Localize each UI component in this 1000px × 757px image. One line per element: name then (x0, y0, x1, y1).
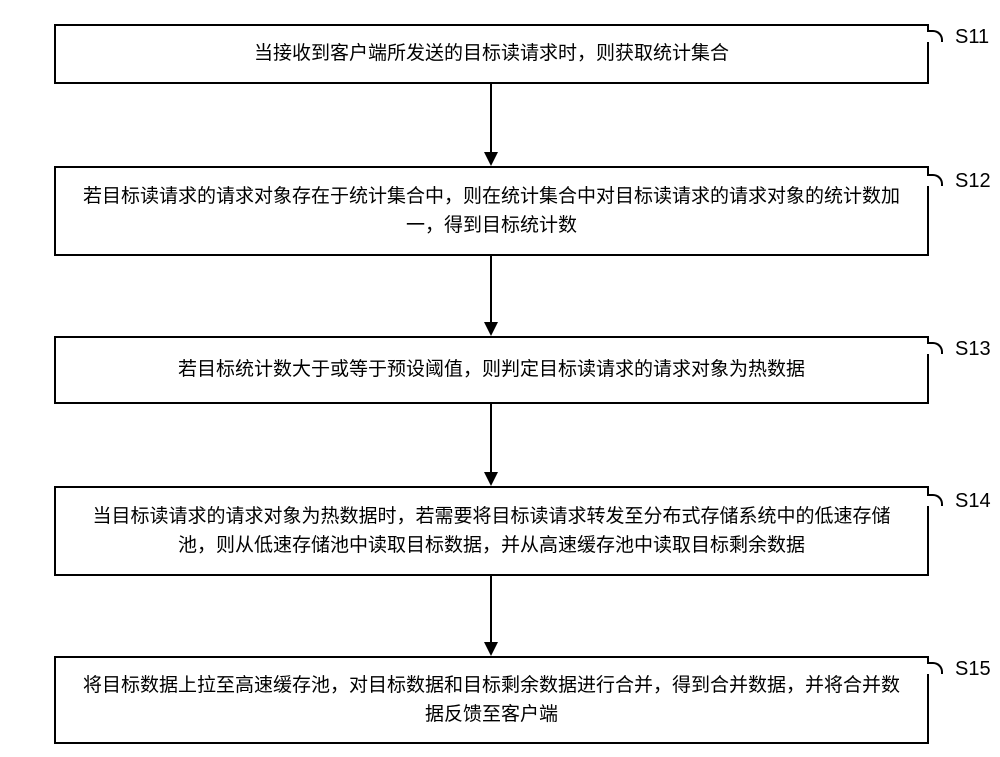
step-notch (927, 342, 943, 354)
step-text: 当目标读请求的请求对象为热数据时，若需要将目标读请求转发至分布式存储系统中的低速… (76, 502, 907, 561)
step-text: 若目标读请求的请求对象存在于统计集合中，则在统计集合中对目标读请求的请求对象的统… (76, 182, 907, 241)
step-label: S14 (955, 490, 991, 513)
step-label: S13 (955, 338, 991, 361)
flowchart-step-box: 若目标统计数大于或等于预设阈值，则判定目标读请求的请求对象为热数据 (54, 336, 929, 404)
step-notch (927, 30, 943, 42)
flow-arrow (481, 84, 501, 166)
flowchart-step-box: 将目标数据上拉至高速缓存池，对目标数据和目标剩余数据进行合并，得到合并数据，并将… (54, 656, 929, 744)
flow-arrow (481, 576, 501, 656)
step-text: 当接收到客户端所发送的目标读请求时，则获取统计集合 (254, 39, 729, 68)
step-text: 若目标统计数大于或等于预设阈值，则判定目标读请求的请求对象为热数据 (178, 355, 805, 384)
flowchart-step-box: 若目标读请求的请求对象存在于统计集合中，则在统计集合中对目标读请求的请求对象的统… (54, 166, 929, 256)
flowchart-step-box: 当目标读请求的请求对象为热数据时，若需要将目标读请求转发至分布式存储系统中的低速… (54, 486, 929, 576)
flow-arrow (481, 404, 501, 486)
step-notch (927, 494, 943, 506)
flow-arrow (481, 256, 501, 336)
step-label: S12 (955, 170, 991, 193)
flowchart-step-box: 当接收到客户端所发送的目标读请求时，则获取统计集合 (54, 24, 929, 84)
step-label: S15 (955, 658, 991, 681)
step-text: 将目标数据上拉至高速缓存池，对目标数据和目标剩余数据进行合并，得到合并数据，并将… (76, 671, 907, 730)
step-notch (927, 662, 943, 674)
step-label: S11 (955, 26, 989, 49)
step-notch (927, 174, 943, 186)
